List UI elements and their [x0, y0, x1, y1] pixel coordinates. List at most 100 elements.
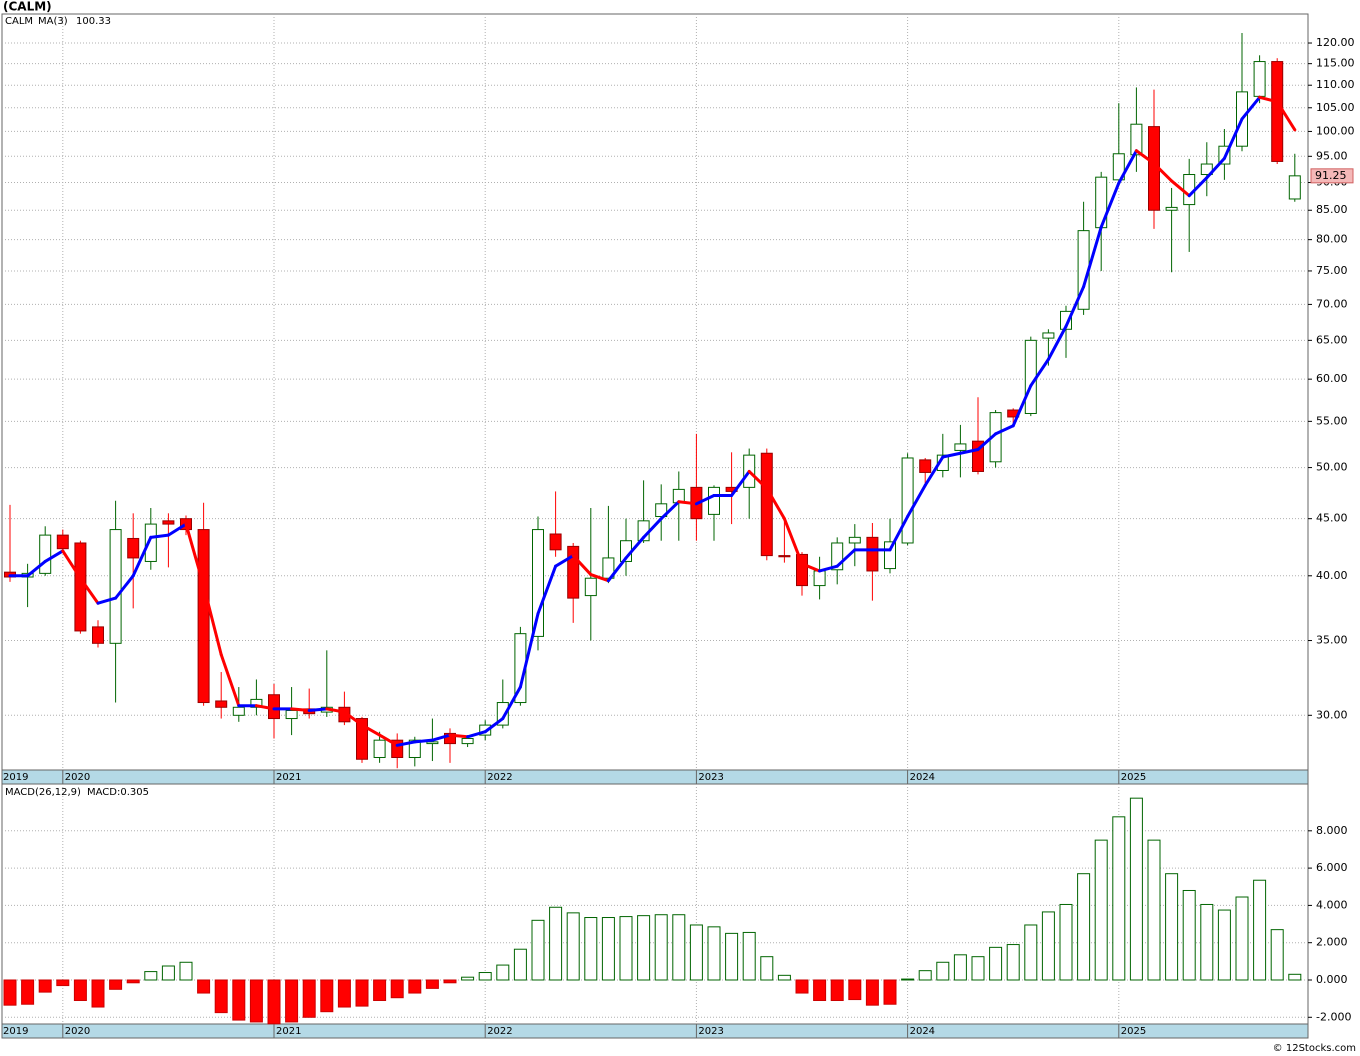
candle-body [1288, 175, 1301, 200]
candle-body [1130, 123, 1143, 156]
macd-bar [1235, 896, 1249, 981]
y-tick-label: 120.00 [1316, 36, 1355, 49]
candle-body [919, 459, 932, 473]
candle-body [1165, 206, 1178, 211]
macd-bar [214, 979, 228, 1014]
macd-bar [830, 979, 844, 1002]
x-tick-label: 2024 [910, 1026, 935, 1037]
x-tick-label: 2022 [487, 1026, 512, 1037]
macd-bar [513, 948, 527, 981]
candle-body [901, 457, 914, 544]
macd-bar [21, 979, 35, 1005]
macd-bar [249, 979, 263, 1023]
macd-bar [425, 979, 439, 989]
y-tick-label: 55.00 [1316, 414, 1348, 427]
ma-line [378, 733, 399, 747]
macd-bar [91, 979, 105, 1008]
macd-bar [1094, 839, 1108, 981]
ma-line [1011, 384, 1033, 428]
y-tick-label: -2.000 [1316, 1010, 1351, 1023]
macd-bar [144, 971, 158, 981]
ma-line [43, 549, 65, 563]
ma-line [1240, 95, 1262, 121]
macd-bar [953, 954, 967, 981]
y-tick-label: 110.00 [1316, 78, 1355, 91]
legend-value: MACD:0.305 [87, 787, 149, 798]
ma-line [166, 522, 188, 537]
x-tick-label: 2021 [276, 772, 301, 783]
macd-bar [1059, 903, 1073, 981]
x-tick-label: 2023 [698, 772, 723, 783]
candle-body [1253, 61, 1266, 97]
ma-line [501, 685, 522, 721]
ma-line [606, 556, 628, 583]
ma-line [976, 432, 998, 451]
candle-body [778, 555, 791, 558]
ma-line [536, 564, 558, 616]
y-tick-label: 75.00 [1316, 264, 1348, 277]
candle-body [655, 503, 668, 518]
macd-bar [461, 976, 475, 981]
ma-line [325, 707, 346, 714]
candle-body [215, 700, 228, 708]
macd-bar [918, 970, 932, 981]
macd-bar [883, 979, 897, 1005]
ma-line [290, 707, 311, 712]
candle-body [285, 709, 298, 720]
candle-body [197, 529, 210, 704]
y-tick-label: 2.000 [1316, 936, 1348, 949]
y-tick-label: 35.00 [1316, 634, 1348, 647]
macd-bar [1147, 839, 1161, 981]
y-tick-label: 8.000 [1316, 824, 1348, 837]
macd-bar [1270, 929, 1284, 981]
ma-line [430, 733, 452, 742]
x-tick-label: 2020 [65, 1026, 90, 1037]
legend-ma: MA(3) [38, 16, 68, 27]
ma-line [1258, 95, 1279, 104]
ma-line [1099, 181, 1121, 229]
macd-bar [161, 965, 175, 981]
ma-line [1275, 100, 1297, 132]
ma-line [624, 535, 646, 560]
macd-bar [531, 919, 545, 981]
candle-body [972, 440, 984, 472]
candle-body [74, 542, 87, 632]
candle-body [356, 718, 368, 760]
ma-line [1170, 179, 1191, 198]
legend-ma-value: 100.33 [76, 16, 111, 27]
macd-bar [478, 972, 492, 981]
candle-body [39, 534, 52, 574]
macd-bar [408, 979, 422, 994]
candle-body [1024, 339, 1037, 414]
y-tick-label: 30.00 [1316, 708, 1348, 721]
candle-body [232, 706, 245, 716]
ma-line [994, 424, 1015, 436]
macd-bar [38, 979, 52, 993]
candle-body [584, 577, 597, 597]
ma-line [342, 710, 364, 727]
y-tick-label: 6.000 [1316, 861, 1348, 874]
candle-body [884, 541, 896, 570]
macd-bar [619, 916, 633, 981]
candle-body [268, 694, 280, 720]
candle-body [936, 454, 949, 471]
ma-line [78, 576, 100, 605]
macd-bar [390, 979, 404, 999]
legend-symbol: CALM [5, 16, 33, 27]
ma-line [131, 535, 153, 578]
y-tick-label: 65.00 [1316, 333, 1348, 346]
y-tick-label: 0.000 [1316, 973, 1348, 986]
candle-body [831, 542, 844, 571]
ma-line [958, 447, 980, 455]
macd-bar [73, 979, 87, 1002]
macd-bar [637, 915, 651, 981]
ma-line [1222, 117, 1244, 160]
candle-body [461, 737, 474, 745]
y-tick-label: 105.00 [1316, 101, 1355, 114]
candle-body [1112, 153, 1125, 181]
candle-body [408, 739, 421, 758]
macd-bar [126, 979, 140, 984]
macd-bar [267, 979, 281, 1025]
ma-line [1152, 162, 1174, 183]
